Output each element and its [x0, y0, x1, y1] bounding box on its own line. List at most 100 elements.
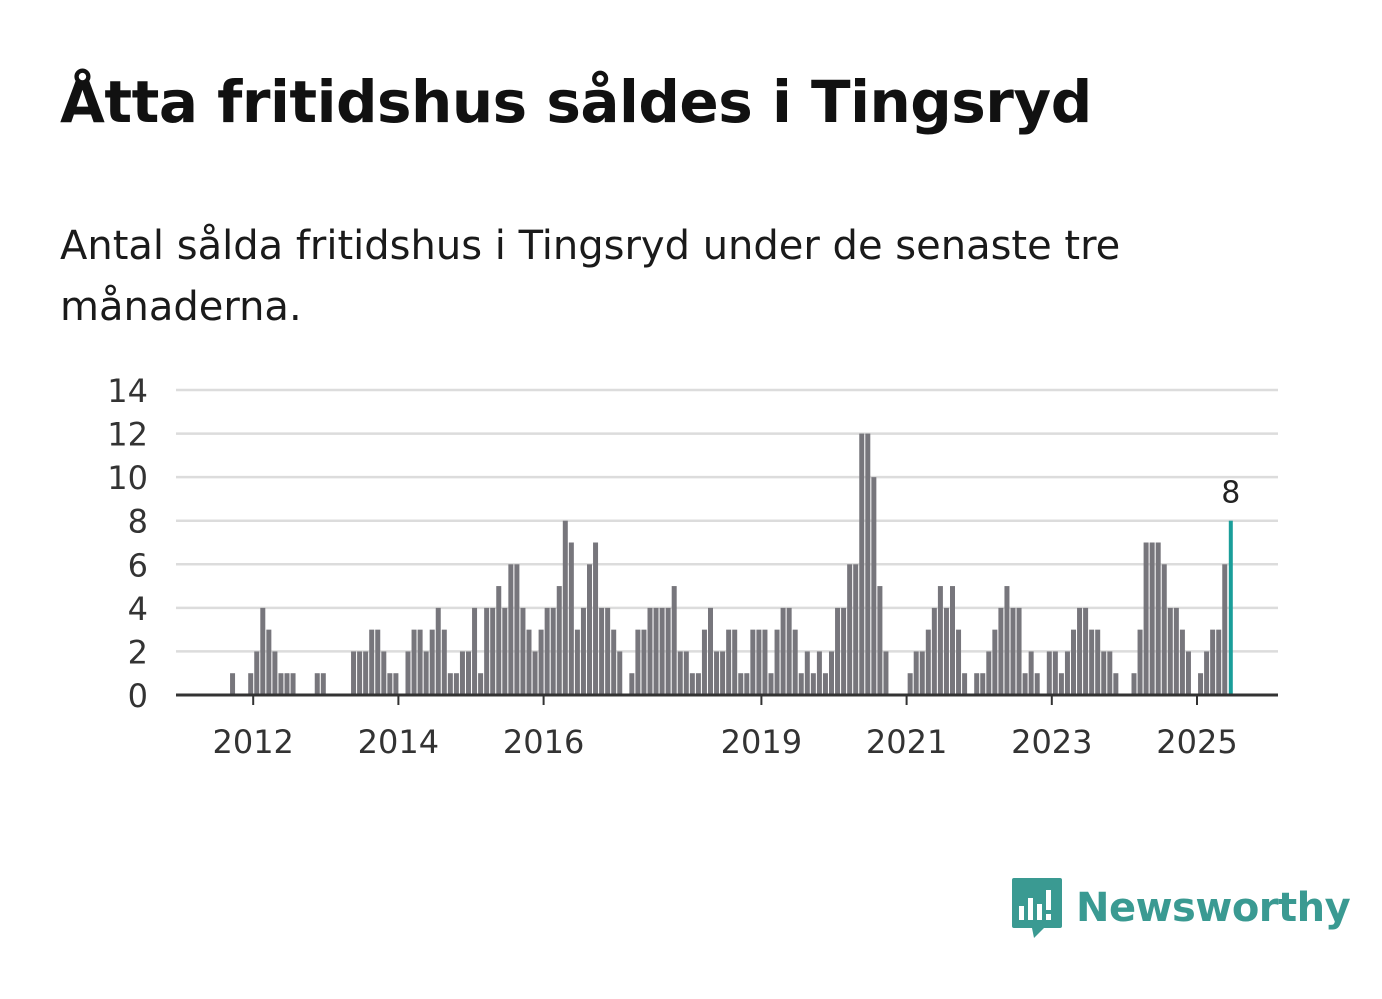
bar [508, 564, 514, 695]
bar [1155, 542, 1161, 695]
y-tick-label: 14 [107, 372, 148, 410]
bar [490, 607, 496, 695]
bar [1034, 673, 1040, 695]
bar [544, 607, 550, 695]
x-tick-label: 2014 [358, 723, 439, 761]
bar [786, 607, 792, 695]
bar [441, 629, 447, 695]
bar [568, 542, 574, 695]
bar [816, 651, 822, 695]
bar [1204, 651, 1210, 695]
bar [593, 542, 599, 695]
bar [363, 651, 369, 695]
bar [320, 673, 326, 695]
bar [665, 607, 671, 695]
bar [514, 564, 520, 695]
bar [762, 629, 768, 695]
y-tick-label: 6 [128, 546, 148, 584]
bar [1149, 542, 1155, 695]
bar [453, 673, 459, 695]
y-tick-label: 4 [128, 590, 148, 628]
bar [1216, 629, 1222, 695]
bar [671, 586, 677, 695]
bar [859, 433, 865, 695]
bar [647, 607, 653, 695]
bar [272, 651, 278, 695]
bar [417, 629, 423, 695]
bar [980, 673, 986, 695]
bar [550, 607, 556, 695]
bar [1010, 607, 1016, 695]
bar [998, 607, 1004, 695]
bar [314, 673, 320, 695]
x-tick-label: 2021 [866, 723, 947, 761]
bar [1089, 629, 1095, 695]
bar [750, 629, 756, 695]
bar [774, 629, 780, 695]
bar [1161, 564, 1167, 695]
bar [496, 586, 502, 695]
bar [1016, 607, 1022, 695]
newsworthy-logo: Newsworthy [1010, 876, 1351, 940]
bar [599, 607, 605, 695]
bar [720, 651, 726, 695]
bar [1143, 542, 1149, 695]
bar [478, 673, 484, 695]
bar [556, 586, 562, 695]
bar [871, 477, 877, 695]
y-tick-label: 12 [107, 416, 148, 454]
bar [387, 673, 393, 695]
bar [260, 607, 266, 695]
bar [956, 629, 962, 695]
bar [393, 673, 399, 695]
chart-title: Åtta fritidshus såldes i Tingsryd [60, 68, 1092, 136]
bar [411, 629, 417, 695]
bar [1137, 629, 1143, 695]
bar [526, 629, 532, 695]
bar [1210, 629, 1216, 695]
bar [653, 607, 659, 695]
bar [435, 607, 441, 695]
bar [1222, 564, 1228, 695]
bar [992, 629, 998, 695]
highlight-bar [1228, 520, 1233, 695]
bar [756, 629, 762, 695]
bar [1064, 651, 1070, 695]
bar [1185, 651, 1191, 695]
bar [1095, 629, 1101, 695]
bar [375, 629, 381, 695]
bar [865, 433, 871, 695]
bar [1071, 629, 1076, 695]
bar [925, 629, 931, 695]
y-tick-label: 0 [128, 677, 148, 715]
bar [538, 629, 544, 695]
y-tick-label: 2 [128, 633, 148, 671]
bar [466, 651, 471, 695]
bar [768, 673, 774, 695]
bar [605, 607, 611, 695]
bar [284, 673, 290, 695]
newsworthy-logo-icon [1012, 878, 1062, 938]
bar [683, 651, 689, 695]
bar [689, 673, 695, 695]
bar [1046, 651, 1052, 695]
bar [853, 564, 859, 695]
bar [587, 564, 592, 695]
bar [574, 629, 580, 695]
bar [701, 629, 707, 695]
bar [405, 651, 411, 695]
chart-subtitle: Antal sålda fritidshus i Tingsryd under … [60, 223, 1121, 330]
bar [611, 629, 617, 695]
bar [351, 651, 357, 695]
bar [423, 651, 429, 695]
bar [810, 673, 816, 695]
bar [1022, 673, 1028, 695]
bar [780, 607, 786, 695]
bar [659, 607, 665, 695]
bar [986, 651, 992, 695]
bar [804, 651, 810, 695]
x-tick-label: 2023 [1011, 723, 1092, 761]
bar [732, 629, 738, 695]
bar-chart: 0 2 4 6 8 10 12 14 2012 2014 2016 2019 2021 2023 2025 8 [107, 372, 1278, 761]
x-tick-label: 2025 [1156, 723, 1237, 761]
